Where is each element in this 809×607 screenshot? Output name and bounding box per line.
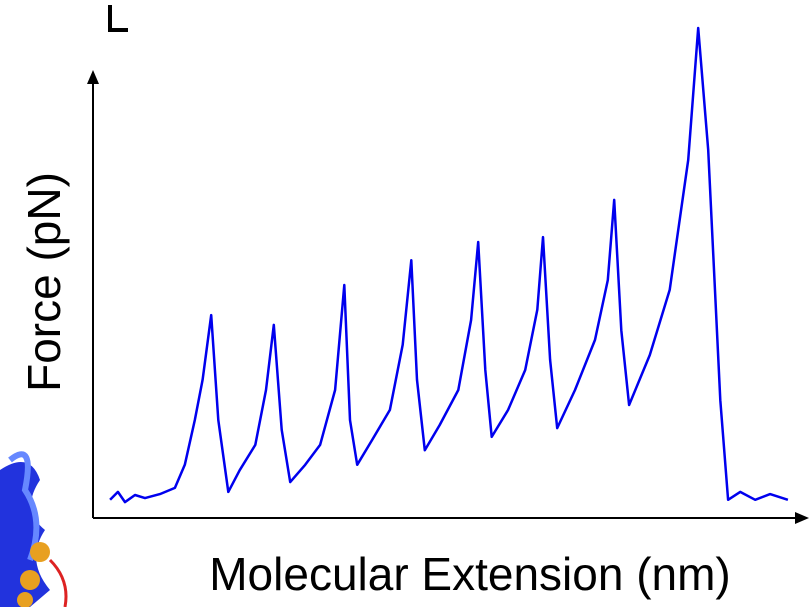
title-fragment xyxy=(108,5,128,32)
x-axis-label: Molecular Extension (nm) xyxy=(209,548,731,600)
protein-illustration xyxy=(0,451,68,607)
x-axis-arrow xyxy=(795,512,809,524)
data-line xyxy=(109,26,789,504)
y-axis-label: Force (pN) xyxy=(18,172,70,392)
y-axis-arrow xyxy=(87,70,99,84)
